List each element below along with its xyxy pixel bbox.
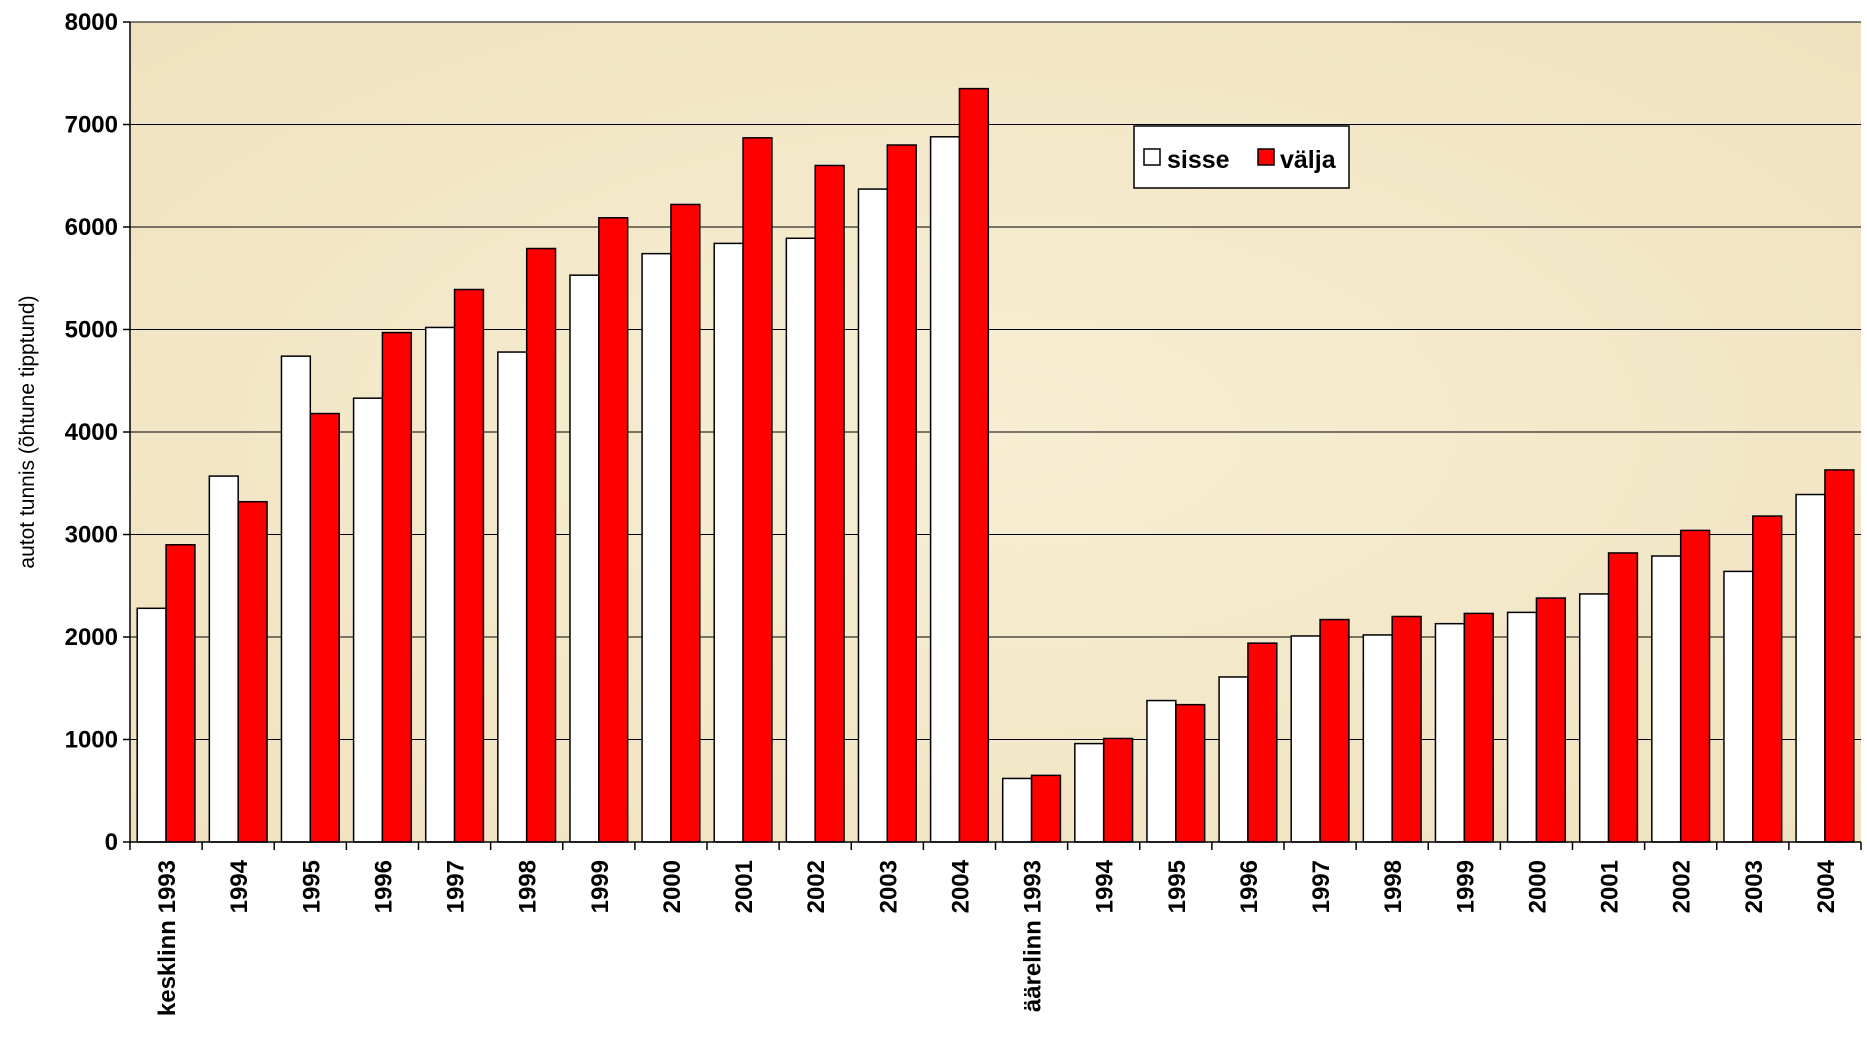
bar-sisse	[1001, 777, 1033, 843]
x-tick-label: 2000	[1524, 860, 1551, 913]
y-tick-label: 1000	[65, 727, 118, 754]
y-tick-label: 8000	[65, 9, 118, 36]
y-tick-label: 7000	[65, 112, 118, 139]
bar-sisse	[929, 136, 961, 843]
bar-sisse	[857, 188, 889, 843]
bar-valja	[453, 288, 485, 843]
y-tick-label: 3000	[65, 522, 118, 549]
bar-sisse	[352, 397, 384, 843]
x-tick-label: 1998	[515, 860, 542, 913]
bar-valja	[1175, 703, 1206, 843]
legend-box	[1133, 125, 1350, 189]
bar-valja	[1607, 552, 1639, 843]
x-tick-label: 2001	[731, 860, 758, 913]
bar-valja	[1824, 469, 1855, 843]
bar-valja	[237, 500, 268, 843]
x-tick-label: 1994	[1092, 859, 1119, 913]
y-tick-label: 6000	[65, 214, 118, 241]
bar-sisse	[713, 242, 744, 843]
x-tick-label: 2002	[1669, 860, 1696, 913]
y-axis-title: autot tunnis (õhtune tipptund)	[16, 295, 39, 568]
bar-valja	[165, 544, 196, 843]
gridlines	[130, 21, 1861, 740]
y-tick-label: 4000	[65, 419, 118, 446]
bar-valja	[670, 203, 701, 843]
bars	[136, 87, 1855, 843]
x-tick-label: 2002	[803, 860, 830, 913]
bar-valja	[1535, 597, 1567, 843]
bar-valja	[1030, 774, 1062, 843]
bar-sisse	[1434, 622, 1466, 843]
legend-label-valja: välja	[1280, 146, 1337, 174]
legend: sisse välja	[1133, 125, 1350, 189]
bar-valja	[814, 164, 845, 843]
bar-sisse	[208, 475, 239, 843]
x-tick-label: 2003	[1741, 860, 1768, 913]
bar-valja	[1679, 529, 1711, 843]
bar-sisse	[1218, 676, 1249, 843]
axes: 0 1000 2000 3000 4000 5000 6000 7000 8000 kesklin…	[65, 9, 1862, 1016]
x-tick-label: kesklinn 1993	[154, 860, 181, 1016]
x-tick-label: 1997	[1308, 860, 1335, 913]
bar-valja	[1102, 737, 1134, 843]
x-tick-label: 1999	[1452, 860, 1479, 913]
x-tick-label: 1995	[1164, 860, 1191, 913]
x-tick-label: 2004	[1813, 859, 1840, 913]
x-tick-label: 2004	[947, 859, 974, 913]
bar-sisse	[1290, 635, 1321, 843]
bar-sisse	[569, 274, 600, 843]
bar-sisse	[1362, 634, 1393, 843]
bar-valja	[309, 412, 340, 843]
bar-valja	[1391, 615, 1422, 843]
bar-valja	[742, 137, 773, 843]
bar-sisse	[1074, 742, 1105, 843]
bar-sisse	[1578, 593, 1610, 843]
bar-sisse	[785, 237, 816, 843]
bar-sisse	[497, 351, 528, 843]
x-tick-label: 1996	[370, 860, 397, 913]
bar-valja	[1247, 642, 1278, 843]
legend-swatch-valja	[1257, 148, 1275, 166]
bar-sisse	[280, 355, 312, 843]
bar-valja	[381, 331, 413, 843]
bar-sisse	[641, 252, 672, 843]
x-tick-label: 1999	[587, 860, 614, 913]
bar-valja	[598, 217, 629, 843]
bar-valja	[1319, 618, 1350, 843]
bar-valja	[886, 144, 917, 843]
bar-valja	[1463, 612, 1494, 843]
x-tick-label: 1998	[1380, 860, 1407, 913]
bar-valja	[1752, 515, 1783, 843]
x-tick-label: 1997	[443, 860, 470, 913]
x-tick-label: 1995	[298, 860, 325, 913]
legend-label-sisse: sisse	[1167, 146, 1230, 174]
x-tick-label: äärelinn 1993	[1020, 860, 1047, 1012]
bar-sisse	[424, 326, 456, 843]
bar-valja	[958, 87, 990, 843]
bar-sisse	[1146, 699, 1177, 843]
x-tick-label: 2000	[659, 860, 686, 913]
x-tick-label: 1994	[226, 859, 253, 913]
legend-swatch-sisse	[1143, 148, 1161, 166]
x-tick-label: 1996	[1236, 860, 1263, 913]
bar-sisse	[1506, 611, 1538, 843]
y-tick-label: 5000	[65, 317, 118, 344]
bar-sisse	[1723, 570, 1754, 843]
x-tick-label: 2001	[1597, 860, 1624, 913]
bar-sisse	[136, 607, 167, 843]
bar-sisse	[1651, 555, 1682, 843]
bar-sisse	[1795, 493, 1826, 843]
bar-valja	[525, 247, 557, 843]
x-tick-label: 2003	[875, 860, 902, 913]
y-tick-label: 0	[105, 829, 118, 856]
y-tick-label: 2000	[65, 624, 118, 651]
